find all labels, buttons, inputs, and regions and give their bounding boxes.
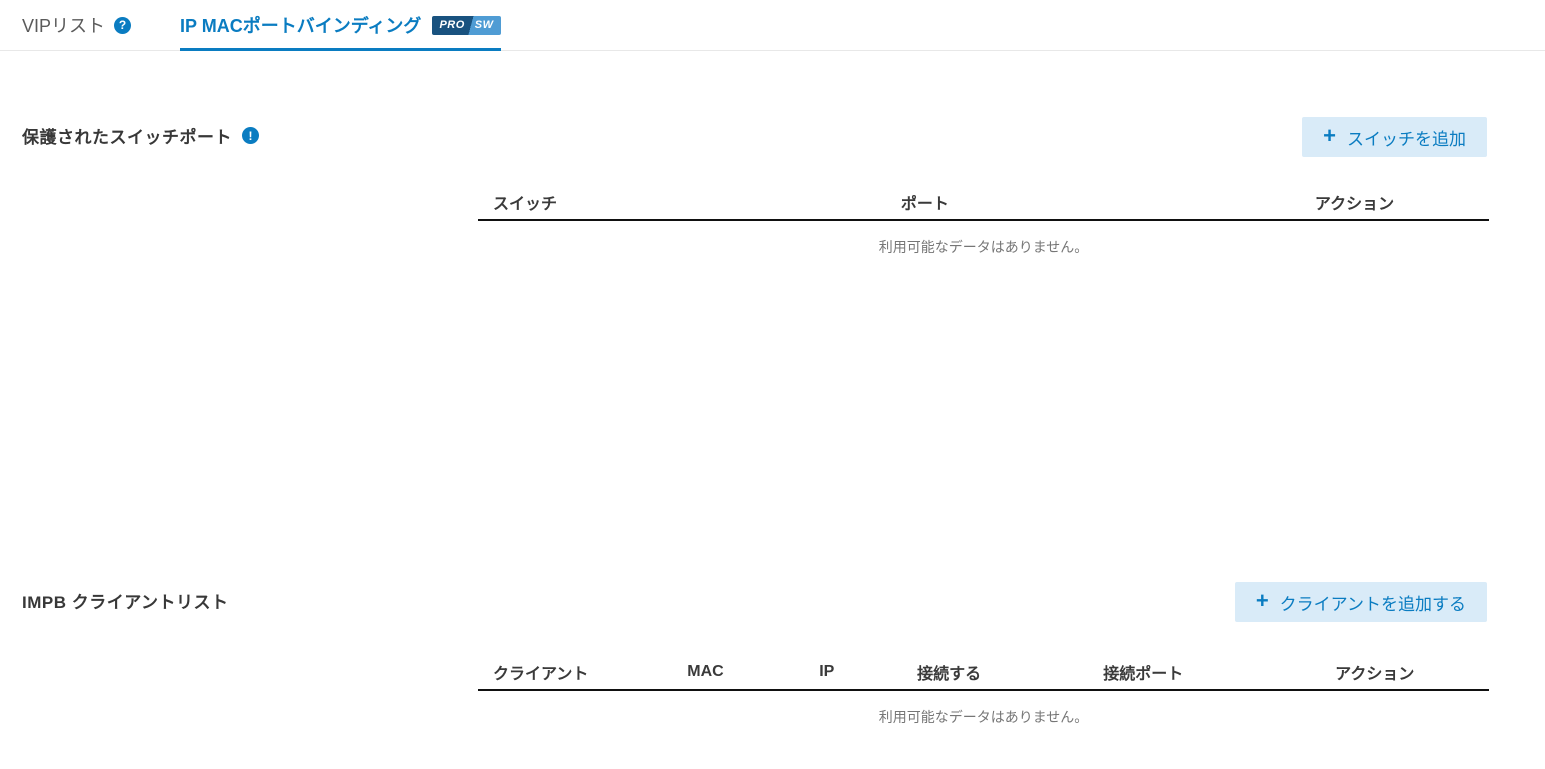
impb-client-list-table: クライアント MAC IP 接続する 接続ポート アクション 利用可能なデータは… bbox=[478, 655, 1489, 727]
column-header-ip: IP bbox=[819, 663, 835, 680]
impb-client-list-header: IMPB クライアントリスト + クライアントを追加する bbox=[0, 582, 1545, 622]
protected-switch-ports-table-header: スイッチ ポート アクション bbox=[478, 185, 1489, 221]
protected-switch-ports-table: スイッチ ポート アクション 利用可能なデータはありません。 bbox=[478, 185, 1489, 257]
column-header-action: アクション bbox=[1314, 196, 1395, 213]
no-data-message: 利用可能なデータはありません。 bbox=[878, 239, 1089, 255]
pro-sw-badge: PRO SW bbox=[432, 15, 501, 35]
impb-client-list-title: IMPB クライアントリスト bbox=[22, 593, 229, 612]
impb-client-list-title-wrap: IMPB クライアントリスト bbox=[22, 582, 229, 613]
impb-client-list-table-header: クライアント MAC IP 接続する 接続ポート アクション bbox=[478, 655, 1489, 691]
pro-badge-label: PRO bbox=[439, 19, 465, 31]
tab-vip-list[interactable]: VIPリスト ? bbox=[22, 0, 132, 50]
info-icon[interactable]: ! bbox=[242, 127, 259, 144]
sw-badge-label: SW bbox=[474, 19, 494, 31]
protected-switch-ports-header: 保護されたスイッチポート ! + スイッチを追加 bbox=[0, 117, 1545, 157]
protected-switch-ports-title: 保護されたスイッチポート bbox=[22, 128, 232, 147]
plus-icon: + bbox=[1323, 123, 1336, 148]
plus-icon: + bbox=[1255, 588, 1269, 613]
protected-switch-ports-title-wrap: 保護されたスイッチポート ! bbox=[22, 117, 259, 148]
column-header-switch: スイッチ bbox=[493, 196, 558, 213]
tab-bar: VIPリスト ? IP MACポートバインディング PRO SW bbox=[0, 0, 1545, 51]
help-icon[interactable]: ? bbox=[114, 16, 132, 34]
add-switch-button[interactable]: + スイッチを追加 bbox=[1302, 117, 1487, 157]
active-tab-underline bbox=[180, 48, 501, 51]
column-header-port: ポート bbox=[900, 196, 949, 213]
ip-mac-port-binding-page: VIPリスト ? IP MACポートバインディング PRO SW 保護されたスイ… bbox=[0, 0, 1545, 727]
add-client-button[interactable]: + クライアントを追加する bbox=[1234, 582, 1487, 622]
column-header-connect: 接続する bbox=[917, 666, 982, 683]
add-switch-button-label: スイッチを追加 bbox=[1347, 129, 1466, 149]
column-header-mac: MAC bbox=[687, 663, 724, 680]
column-header-action: アクション bbox=[1335, 666, 1415, 683]
column-header-client: クライアント bbox=[493, 666, 589, 683]
tab-ip-mac-port-binding[interactable]: IP MACポートバインディング PRO SW bbox=[180, 0, 501, 51]
tab-vip-list-label: VIPリスト bbox=[22, 16, 106, 36]
tab-ip-mac-port-binding-label: IP MACポートバインディング bbox=[180, 16, 422, 36]
add-client-button-label: クライアントを追加する bbox=[1279, 594, 1466, 614]
column-header-connect-port: 接続ポート bbox=[1103, 666, 1184, 683]
no-data-message: 利用可能なデータはありません。 bbox=[878, 709, 1089, 725]
